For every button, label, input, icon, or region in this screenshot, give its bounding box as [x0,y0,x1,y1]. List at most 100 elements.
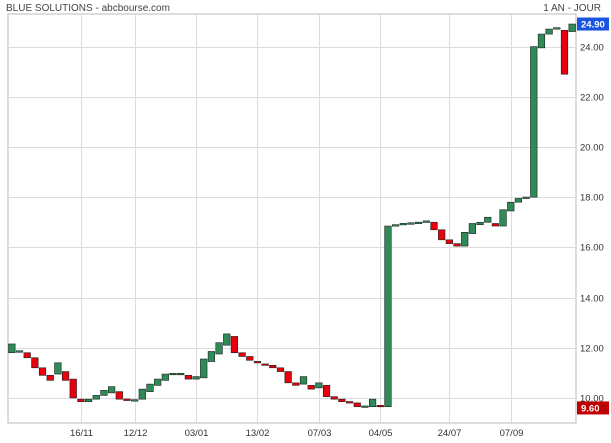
y-tick-label: 18.00 [580,193,604,204]
candle [177,373,185,376]
y-tick-label: 24.00 [580,43,604,54]
candle [200,358,208,379]
candle [307,385,315,390]
candle [507,201,515,212]
candle [392,224,400,227]
candle [445,239,453,244]
plot-frame [7,13,577,424]
candle [461,232,469,247]
y-tick-label: 10.00 [580,394,604,405]
y-tick-label: 14.00 [580,294,604,305]
candle [161,373,169,381]
candle [415,221,423,224]
candle [169,373,177,376]
x-tick-label: 07/03 [308,428,332,439]
candle [61,371,70,381]
candle [522,196,530,199]
candle [207,351,216,362]
x-tick-label: 07/09 [500,428,524,439]
candle [238,352,246,357]
candle [553,27,561,30]
grid [7,13,577,424]
min-value-badge: 9.60 [581,403,600,414]
candle [453,243,461,247]
candle [269,364,277,369]
period-label: 1 AN - JOUR [543,3,601,14]
candle [154,378,162,386]
candle [69,378,77,399]
x-tick-label: 03/01 [185,428,209,439]
candle [468,223,476,234]
candle [8,343,16,354]
candle [246,356,254,361]
candle [123,398,131,401]
candle [537,33,546,49]
candle [430,221,438,231]
candle [261,363,269,366]
candle [215,342,223,355]
candle [568,23,576,32]
candle [284,371,292,384]
candle [560,30,569,75]
x-axis: 16/11 12/12 03/01 13/02 07/03 04/05 24/07 07/09 [70,428,523,439]
candle [384,225,392,407]
x-tick-label: 24/07 [438,428,462,439]
chart-title: BLUE SOLUTIONS - abcbourse.com [6,3,170,14]
x-tick-label: 13/02 [246,428,270,439]
x-tick-label: 16/11 [70,428,93,439]
candle [491,223,500,227]
candle [146,383,154,392]
value-badges: 24.90 9.60 [577,17,609,415]
candle [276,367,285,372]
candle [292,382,300,386]
y-tick-label: 20.00 [580,143,604,154]
last-value-badge-bg [577,17,609,31]
candle [315,382,323,389]
candle [353,402,361,407]
candle [15,350,24,353]
candle [192,376,200,380]
last-value-badge: 24.90 [581,20,605,31]
candle [138,388,146,400]
candle [345,401,354,404]
candle [77,398,85,402]
candle [514,198,523,203]
candle [38,367,47,376]
candle [545,28,553,35]
candle [499,209,507,227]
y-axis: 10.00 12.00 14.00 16.00 18.00 20.00 22.00 24.00 [580,43,604,405]
y-tick-label: 16.00 [580,243,604,254]
candle [46,375,54,381]
min-value-badge-bg [577,401,609,415]
candle [92,395,100,400]
candle [54,362,62,375]
candle [223,333,231,346]
candle [115,391,123,400]
candle [108,386,116,394]
candle [484,216,492,223]
candle [131,399,139,402]
candle [230,336,239,354]
x-tick-label: 04/05 [369,428,393,439]
candle [407,222,415,225]
y-tick-label: 22.00 [580,93,604,104]
candle [100,390,108,396]
candle [184,375,192,380]
candle [23,352,31,359]
candle [422,220,430,223]
candles [8,23,576,408]
candle [330,396,338,400]
candle [338,398,346,402]
candle [368,398,377,407]
candle [376,405,384,408]
candle [84,398,93,402]
candle [399,223,407,226]
candle [299,376,308,385]
y-tick-label: 12.00 [580,344,604,355]
candle [31,357,39,369]
candle [322,385,331,397]
candle [530,46,538,198]
candle [476,221,484,226]
candle [361,405,369,408]
